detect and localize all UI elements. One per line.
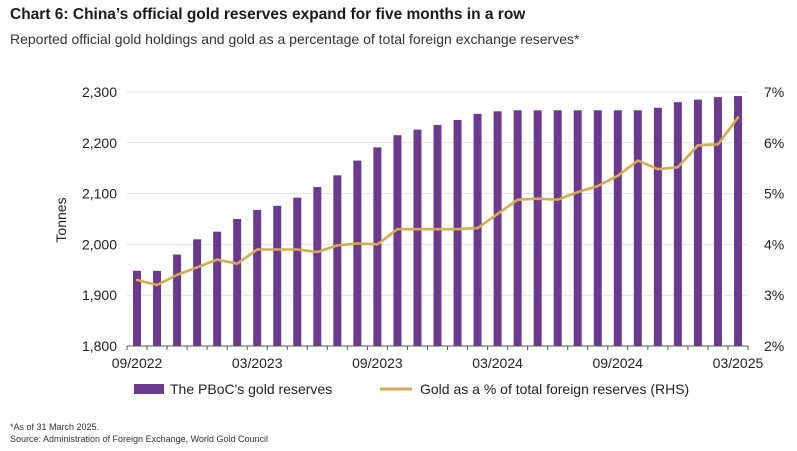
bar <box>593 110 602 347</box>
legend: The PBoC's gold reserves Gold as a % of … <box>134 381 689 397</box>
bar-series <box>133 96 742 347</box>
bar <box>273 205 282 346</box>
chart-subtitle: Reported official gold holdings and gold… <box>10 31 580 47</box>
bar <box>353 160 362 346</box>
bar <box>153 270 162 346</box>
bar <box>513 110 522 347</box>
bar <box>573 110 582 347</box>
bar <box>173 254 182 346</box>
y2-tick-label: 4% <box>764 236 784 252</box>
right-axis: 2% 3% 4% 5% 6% 7% <box>764 84 784 354</box>
bar <box>213 231 222 346</box>
bar <box>333 175 342 346</box>
left-axis: 1,800 1,900 2,000 2,100 2,200 2,300 <box>82 84 117 354</box>
bar <box>733 96 742 347</box>
y2-tick-label: 3% <box>764 287 784 303</box>
gold-percentage-line <box>135 116 740 287</box>
bar <box>613 110 622 347</box>
x-tick-label: 03/2023 <box>232 355 283 371</box>
bar <box>313 186 322 346</box>
bar <box>553 110 562 347</box>
x-tick-label: 09/2024 <box>592 355 643 371</box>
chart-title: Chart 6: China’s official gold reserves … <box>10 6 526 23</box>
y-tick-label: 1,900 <box>82 287 117 303</box>
bar <box>413 129 422 346</box>
bar <box>393 135 402 346</box>
y2-tick-label: 2% <box>764 338 784 354</box>
x-tick-label: 09/2023 <box>352 355 403 371</box>
bar <box>233 219 242 346</box>
x-tick-label: 03/2024 <box>472 355 523 371</box>
x-tick-label: 09/2022 <box>112 355 163 371</box>
bar <box>633 110 642 347</box>
y-tick-label: 2,200 <box>82 135 117 151</box>
bar <box>373 147 382 346</box>
y2-tick-label: 6% <box>764 135 784 151</box>
legend-bar-label: The PBoC's gold reserves <box>170 381 332 397</box>
x-axis: 09/2022 03/2023 09/2023 03/2024 09/2024 03/20… <box>112 345 764 371</box>
legend-bar-swatch <box>134 384 164 394</box>
footnote: *As of 31 March 2025. <box>10 422 100 432</box>
bar <box>133 270 142 346</box>
bar <box>693 99 702 347</box>
bar <box>493 111 502 346</box>
y2-tick-label: 7% <box>764 84 784 100</box>
y-tick-label: 2,300 <box>82 84 117 100</box>
y-tick-label: 1,800 <box>82 338 117 354</box>
bar <box>653 107 662 346</box>
y2-tick-label: 5% <box>764 186 784 202</box>
y-tick-label: 2,100 <box>82 186 117 202</box>
bar <box>533 110 542 347</box>
source-note: Source: Administration of Foreign Exchan… <box>10 434 268 444</box>
bar <box>713 97 722 346</box>
bar <box>473 113 482 347</box>
bar <box>673 102 682 346</box>
x-tick-label: 03/2025 <box>713 355 764 371</box>
bar <box>293 197 302 346</box>
bar <box>433 125 442 347</box>
bar <box>253 209 262 346</box>
bar <box>193 239 202 346</box>
legend-line-label: Gold as a % of total foreign reserves (R… <box>420 381 689 397</box>
y-axis-label: Tonnes <box>53 197 69 242</box>
y-tick-label: 2,000 <box>82 236 117 252</box>
bar <box>453 119 462 346</box>
chart-svg: 1,800 1,900 2,000 2,100 2,200 2,300 2% 3% 4% 5% 6… <box>53 84 784 397</box>
